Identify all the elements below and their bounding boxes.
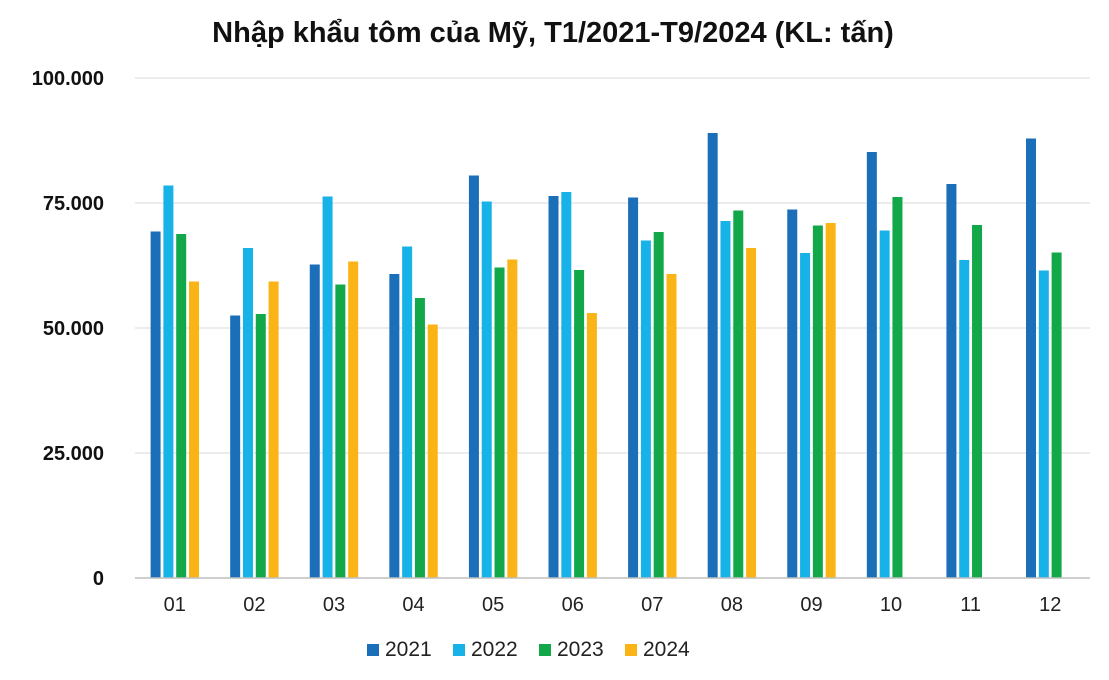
bar-2023-02 [255,314,266,578]
bar-2023-05 [494,267,505,578]
bar-2024-01 [188,281,199,578]
bar-2024-02 [268,281,279,578]
bar-2021-01 [150,231,161,578]
gridlines [135,77,1090,454]
bar-2023-11 [972,225,983,578]
bar-2022-11 [959,260,970,578]
bar-2023-10 [892,197,903,578]
bar-2023-06 [574,270,585,578]
y-tick-label: 75.000 [43,193,104,215]
bar-2021-02 [230,315,241,578]
legend-label: 2022 [471,638,518,661]
x-tick-label: 09 [800,594,822,616]
bar-2024-05 [507,259,518,578]
legend-label: 2023 [557,638,604,661]
bar-2023-01 [176,234,187,578]
x-tick-label: 07 [641,594,663,616]
bar-2022-03 [322,196,333,578]
bar-2021-06 [548,196,559,578]
x-tick-label: 08 [721,594,743,616]
y-tick-label: 100.000 [32,68,104,90]
bar-2024-03 [348,261,359,578]
bar-2021-12 [1026,138,1037,578]
chart-title: Nhập khẩu tôm của Mỹ, T1/2021-T9/2024 (K… [212,17,894,49]
legend-swatch [453,644,465,656]
bar-2021-08 [707,133,718,578]
bar-2022-08 [720,221,731,578]
bar-2022-02 [242,248,253,578]
bar-2023-08 [733,210,744,578]
bar-2021-07 [628,197,639,578]
bar-2022-07 [640,240,651,578]
bar-2021-05 [468,175,479,578]
legend-swatch [625,644,637,656]
legend-swatch [367,644,379,656]
x-tick-label: 01 [164,594,186,616]
bar-2022-05 [481,201,492,578]
legend-label: 2024 [643,638,690,661]
x-tick-label: 05 [482,594,504,616]
y-tick-label: 50.000 [43,318,104,340]
bar-2021-09 [787,209,798,578]
x-axis-ticks: 01 02 03 04 05 06 07 08 09 10 11 12 [164,594,1062,616]
bar-2024-07 [666,274,677,578]
bar-2022-06 [561,192,572,578]
bar-2024-08 [746,248,757,578]
bar-2024-04 [427,324,438,578]
bar-2023-09 [812,225,823,578]
bar-2021-11 [946,184,957,578]
bar-2023-03 [335,284,346,578]
legend-label: 2021 [385,638,432,661]
bar-2022-09 [800,253,811,578]
bar-2023-07 [653,232,664,578]
bar-2021-10 [866,152,877,578]
bar-2023-04 [414,298,425,578]
y-tick-label: 25.000 [43,443,104,465]
bar-2022-12 [1038,270,1049,578]
bar-2021-04 [389,274,400,578]
bars [150,133,1062,578]
bar-2022-10 [879,230,890,578]
bar-2024-09 [825,223,836,578]
x-tick-label: 03 [323,594,345,616]
x-tick-label: 12 [1039,594,1061,616]
x-tick-label: 04 [402,594,424,616]
x-tick-label: 11 [960,594,981,616]
bar-2023-12 [1051,252,1062,578]
bar-2024-06 [586,313,597,578]
x-tick-label: 10 [880,594,902,616]
bar-2022-04 [402,246,413,578]
x-tick-label: 02 [243,594,265,616]
x-tick-label: 06 [562,594,584,616]
y-axis-ticks: 0 25.000 50.000 75.000 100.000 [32,68,104,590]
bar-2021-03 [309,264,320,578]
bar-2022-01 [163,185,174,578]
legend: 2021 2022 2023 2024 [367,638,690,661]
y-tick-label: 0 [93,568,104,590]
legend-swatch [539,644,551,656]
